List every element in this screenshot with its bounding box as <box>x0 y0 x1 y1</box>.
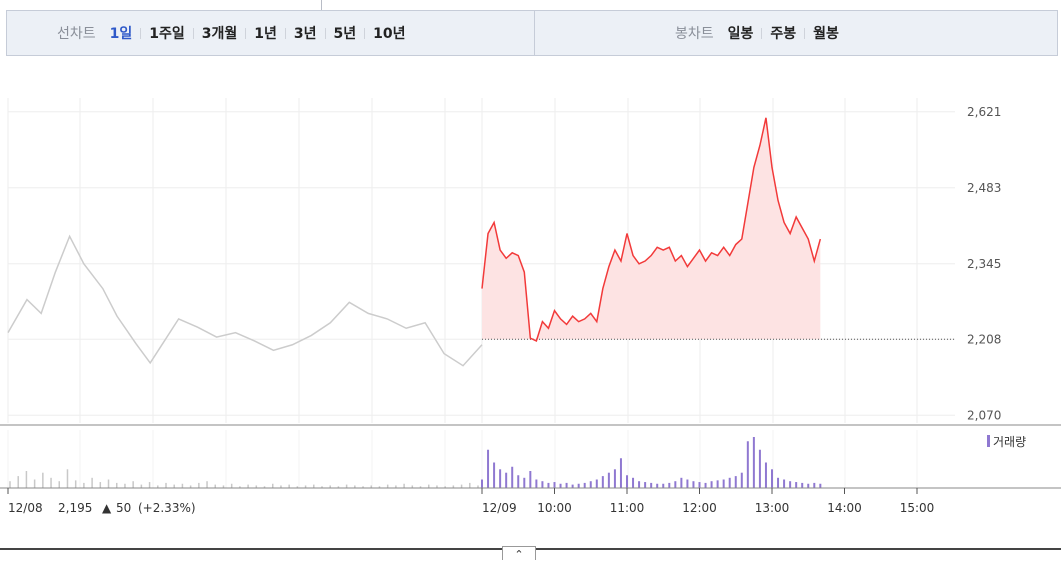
period-3year-button[interactable]: 3년 <box>293 26 317 42</box>
today-price-line <box>481 117 822 342</box>
prev-date-label: 12/08 <box>8 501 43 515</box>
change-value: 50 <box>116 501 131 515</box>
x-axis-tick-label: 12:00 <box>682 501 717 515</box>
candle-weekly-button[interactable]: 주봉 <box>770 26 797 42</box>
x-axis-tick-label: 10:00 <box>537 501 572 515</box>
volume-panel <box>9 437 822 488</box>
y-axis-tick-label: 2,208 <box>967 332 1001 346</box>
top-rule <box>321 0 322 10</box>
separator <box>140 27 142 39</box>
line-chart-label: 선차트 <box>57 26 96 42</box>
change-percent: (+2.33%) <box>138 501 196 515</box>
candle-chart-period-group: 봉차트 일봉 주봉 월봉 <box>675 11 839 55</box>
y-axis-tick-label: 2,070 <box>967 408 1001 422</box>
collapse-chevron-up-icon[interactable]: ⌃ <box>502 546 536 561</box>
period-5year-button[interactable]: 5년 <box>333 26 357 42</box>
volume-legend-label: 거래량 <box>993 435 1026 449</box>
period-1week-button[interactable]: 1주일 <box>149 26 185 42</box>
today-price-area <box>482 117 821 341</box>
x-axis-tick-label: 15:00 <box>900 501 935 515</box>
period-1year-button[interactable]: 1년 <box>254 26 277 42</box>
period-3month-button[interactable]: 3개월 <box>201 26 238 42</box>
x-axis-tick-label: 14:00 <box>827 501 862 515</box>
separator <box>761 27 763 39</box>
period-toolbar: 선차트 1일 1주일 3개월 1년 3년 5년 10년 봉차트 일봉 주봉 월봉 <box>6 10 1058 56</box>
y-axis-tick-label: 2,483 <box>967 181 1001 195</box>
toolbar-divider <box>534 11 535 55</box>
change-arrow-icon: ▲ <box>102 501 112 515</box>
chart-axes: 2,621 2,483 2,345 2,208 2,070 12/09 10:00 11:00… <box>0 105 1061 515</box>
line-chart-period-group: 선차트 1일 1주일 3개월 1년 3년 5년 10년 <box>57 11 406 55</box>
previous-day-layer <box>7 234 483 367</box>
separator <box>324 27 326 39</box>
separator <box>245 27 247 39</box>
period-10year-button[interactable]: 10년 <box>373 26 406 42</box>
volume-legend-swatch <box>987 435 990 447</box>
candle-monthly-button[interactable]: 월봉 <box>813 26 839 42</box>
prev-close-value: 2,195 <box>58 501 92 515</box>
today-layer <box>481 117 955 342</box>
y-axis-tick-label: 2,345 <box>967 257 1001 271</box>
candle-daily-button[interactable]: 일봉 <box>727 26 754 42</box>
chart-grid <box>7 98 955 488</box>
separator <box>804 27 806 39</box>
x-axis-tick-label: 12/09 <box>482 501 517 515</box>
x-axis-tick-label: 13:00 <box>755 501 790 515</box>
separator <box>192 27 194 39</box>
separator <box>364 27 366 39</box>
x-axis-tick-label: 11:00 <box>610 501 645 515</box>
separator <box>284 27 286 39</box>
candle-chart-label: 봉차트 <box>675 26 714 42</box>
period-1day-button[interactable]: 1일 <box>109 26 133 42</box>
previous-day-price-line <box>7 234 483 367</box>
y-axis-tick-label: 2,621 <box>967 105 1001 119</box>
stock-price-chart: 2,621 2,483 2,345 2,208 2,070 12/09 10:00 11:00… <box>0 98 1061 515</box>
